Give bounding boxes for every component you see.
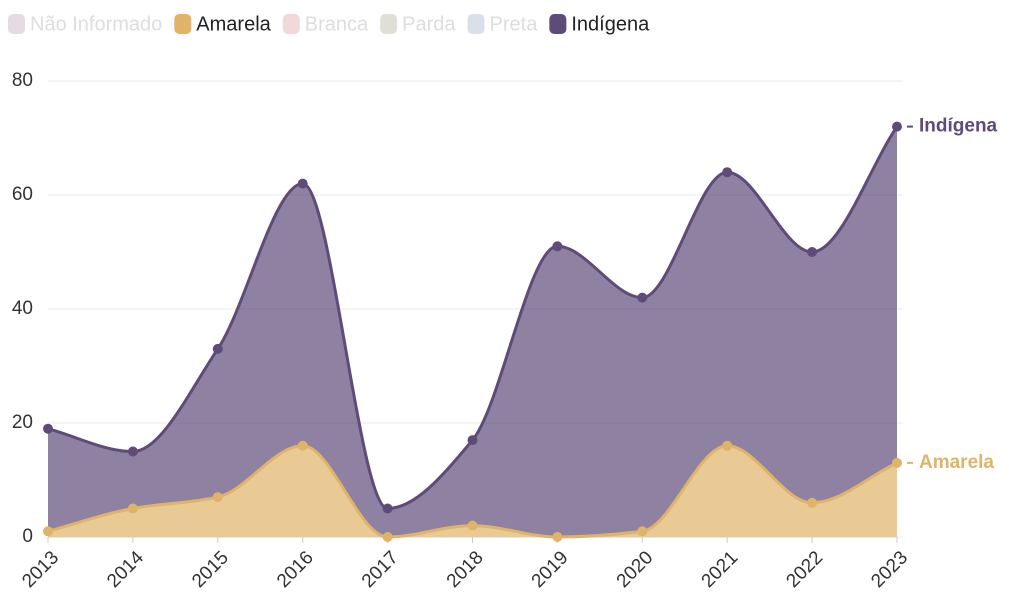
point: [637, 526, 648, 537]
legend-swatch: [549, 14, 567, 34]
point: [467, 520, 478, 531]
point: [43, 526, 53, 537]
area: [48, 126, 897, 537]
legend-swatch: [282, 14, 300, 34]
legend-swatch: [380, 14, 398, 34]
point: [382, 532, 393, 542]
point: [637, 292, 648, 303]
point: [722, 167, 733, 178]
series-end-label: Amarela: [919, 452, 994, 473]
x-tick-label: 2020: [613, 547, 658, 592]
legend-item[interactable]: Preta: [467, 13, 539, 35]
legend-label: Parda: [402, 13, 456, 35]
legend-item[interactable]: Não Informado: [8, 13, 162, 35]
area: [48, 445, 897, 537]
legend-item[interactable]: Indígena: [549, 13, 650, 35]
point: [722, 440, 733, 451]
legend-label: Branca: [305, 13, 369, 35]
x-tick-label: 2023: [867, 547, 912, 592]
legend-item[interactable]: Branca: [282, 13, 369, 35]
x-tick-label: 2022: [782, 547, 827, 592]
point: [892, 457, 902, 468]
point: [552, 532, 563, 542]
y-tick-label: 80: [12, 70, 33, 91]
legend-label: Indígena: [571, 13, 650, 35]
legend-swatch: [174, 14, 192, 34]
point: [552, 241, 563, 252]
point: [807, 497, 818, 508]
legend-swatch: [467, 14, 485, 34]
point: [467, 435, 478, 446]
legend-item[interactable]: Parda: [380, 13, 456, 35]
x-tick-label: 2019: [528, 547, 573, 592]
point: [43, 423, 53, 434]
x-tick-label: 2015: [188, 547, 233, 592]
point: [212, 343, 223, 354]
point: [212, 492, 223, 503]
y-tick-label: 0: [22, 526, 33, 547]
x-tick-label: 2016: [273, 547, 318, 592]
x-tick-label: 2017: [358, 547, 403, 592]
point: [892, 121, 902, 132]
legend-item[interactable]: Amarela: [174, 13, 272, 35]
legend-swatch: [8, 14, 25, 34]
y-tick-label: 40: [12, 298, 33, 319]
legend-label: Amarela: [196, 13, 271, 35]
point: [297, 178, 308, 189]
legend-label: Preta: [490, 13, 539, 35]
point: [297, 440, 308, 451]
point: [127, 503, 138, 514]
x-tick-label: 2018: [443, 547, 488, 592]
point: [382, 503, 393, 514]
point: [807, 247, 818, 257]
y-tick-label: 20: [12, 412, 33, 433]
point: [127, 446, 138, 457]
x-tick-label: 2014: [103, 547, 148, 592]
series-end-label: Indígena: [919, 116, 998, 137]
x-tick-label: 2021: [698, 547, 743, 592]
legend-label: Não Informado: [30, 13, 162, 35]
y-tick-label: 60: [12, 184, 33, 205]
x-tick-label: 2013: [18, 547, 63, 592]
